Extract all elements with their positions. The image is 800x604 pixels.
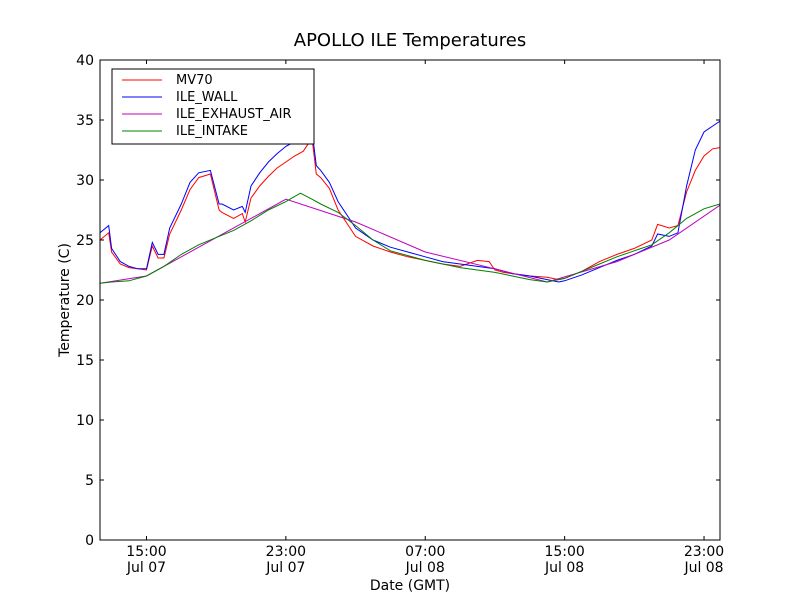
x-tick-label-time-4: 23:00	[684, 544, 724, 560]
y-axis-label: Temperature (C)	[57, 243, 73, 358]
series-layer	[100, 120, 720, 284]
x-tick-label-date-2: Jul 08	[405, 560, 445, 576]
x-axis-label: Date (GMT)	[370, 578, 450, 594]
legend-label-ile-exhaust-air: ILE_EXHAUST_AIR	[176, 107, 292, 122]
series-line-ile-exhaust-air	[100, 198, 720, 284]
x-tick-label-date-3: Jul 08	[544, 560, 584, 576]
series-line-ile-wall	[100, 120, 720, 283]
y-tick-label-4: 20	[76, 293, 94, 309]
series-line-ile-intake	[100, 192, 720, 284]
y-tick-label-8: 40	[76, 53, 94, 69]
legend-label-ile-intake: ILE_INTAKE	[176, 124, 248, 139]
x-tick-label-date-1: Jul 07	[265, 560, 305, 576]
x-tick-label-time-3: 15:00	[544, 544, 584, 560]
chart-title: APOLLO ILE Temperatures	[294, 30, 526, 51]
legend: MV70 ILE_WALL ILE_EXHAUST_AIR ILE_INTAKE	[111, 68, 315, 145]
x-tick-label-time-0: 15:00	[126, 544, 166, 560]
legend-label-mv70: MV70	[176, 73, 213, 88]
x-tick-label-date-4: Jul 08	[683, 560, 723, 576]
y-tick-label-5: 25	[76, 233, 94, 249]
x-tick-label-time-1: 23:00	[266, 544, 306, 560]
y-tick-label-7: 35	[76, 113, 94, 129]
y-tick-label-3: 15	[76, 353, 94, 369]
x-tick-label-date-0: Jul 07	[126, 560, 166, 576]
legend-label-ile-wall: ILE_WALL	[176, 90, 238, 105]
series-line-mv70	[100, 136, 720, 281]
y-tick-label-2: 10	[76, 413, 94, 429]
y-tick-label-0: 0	[85, 533, 94, 549]
y-axis: 0 5 10 15 20 25 30 35 40	[76, 53, 720, 549]
y-tick-label-6: 30	[76, 173, 94, 189]
x-tick-label-time-2: 07:00	[405, 544, 445, 560]
y-tick-label-1: 5	[85, 473, 94, 489]
